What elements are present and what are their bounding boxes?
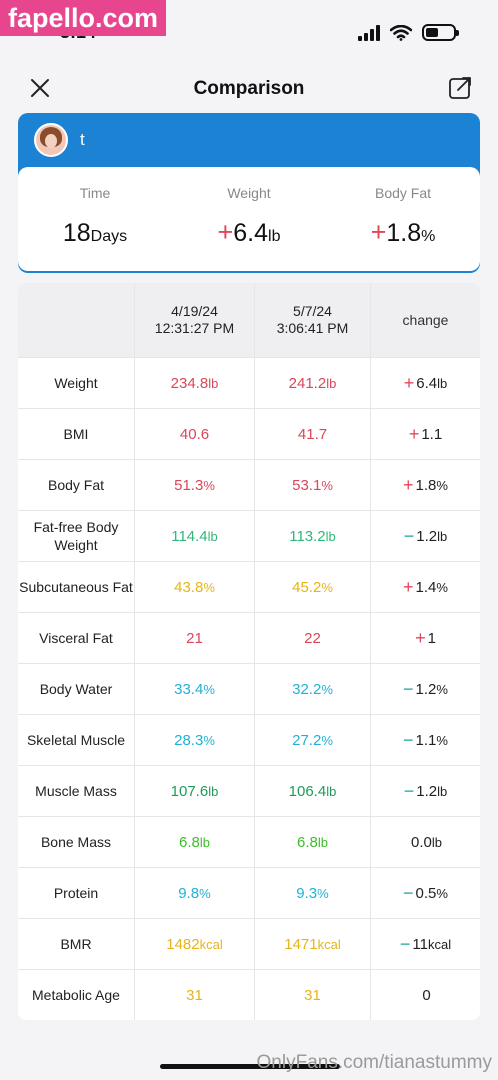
value-1: 1482 kcal [134, 919, 254, 969]
change-value: −1.2% [370, 664, 480, 714]
value-2: 27.2% [254, 715, 370, 765]
change-value: 0.0 lb [370, 817, 480, 867]
metric-label: Body Water [39, 681, 113, 697]
change-value: +6.4 lb [370, 358, 480, 408]
summary-value: +1.8% [370, 217, 436, 247]
table-row: Muscle Mass 107.6 lb 106.4 lb −1.2 lb [18, 765, 480, 816]
summary-label: Time [79, 185, 111, 201]
header-blank [18, 283, 134, 357]
share-icon[interactable] [448, 74, 474, 100]
value-2: 32.2% [254, 664, 370, 714]
value-2: 113.2 lb [254, 511, 370, 561]
page-title: Comparison [193, 78, 305, 99]
watermark-top: fapello.com [0, 0, 167, 36]
change-value: +1.1 [370, 409, 480, 459]
value-2: 45.2% [254, 562, 370, 612]
summary-time: Time 18Days [18, 167, 172, 271]
wifi-icon [390, 24, 412, 41]
table-row: BMR 1482 kcal 1471 kcal −11 kcal [18, 918, 480, 969]
value-2: 53.1% [254, 460, 370, 510]
value-1: 33.4% [134, 664, 254, 714]
value-1: 9.8% [134, 868, 254, 918]
value-1: 6.8 lb [134, 817, 254, 867]
header-date-1: 4/19/24 12:31:27 PM [134, 283, 254, 357]
value-2: 22 [254, 613, 370, 663]
change-value: −0.5% [370, 868, 480, 918]
table-row: Skeletal Muscle 28.3% 27.2% −1.1% [18, 714, 480, 765]
metric-label: Body Fat [47, 477, 105, 493]
table-header: 4/19/24 12:31:27 PM 5/7/24 3:06:41 PM chan… [18, 283, 480, 357]
change-value: −11 kcal [370, 919, 480, 969]
cellular-signal-icon [358, 24, 380, 41]
metric-label: Protein [53, 885, 99, 901]
table-row: Weight 234.8 lb 241.2 lb +6.4 lb [18, 357, 480, 408]
value-1: 21 [134, 613, 254, 663]
value-1: 40.6 [134, 409, 254, 459]
change-value: +1.4% [370, 562, 480, 612]
change-value: 0 [370, 970, 480, 1020]
value-2: 9.3% [254, 868, 370, 918]
metric-label: Bone Mass [40, 834, 112, 850]
nav-bar: Comparison [0, 68, 498, 110]
table-row: Protein 9.8% 9.3% −0.5% [18, 867, 480, 918]
table-row: Fat-free Body Weight 114.4 lb 113.2 lb −1.2 lb [18, 510, 480, 561]
table-row: Visceral Fat 21 22 +1 [18, 612, 480, 663]
metric-label: Subcutaneous Fat [19, 579, 133, 595]
user-name: t [80, 130, 85, 149]
change-value: +1.8% [370, 460, 480, 510]
change-value: −1.2 lb [370, 766, 480, 816]
summary-weight: Weight +6.4lb [172, 167, 326, 271]
metric-label: Muscle Mass [35, 783, 117, 799]
status-icons [358, 24, 459, 41]
value-2: 1471 kcal [254, 919, 370, 969]
value-2: 106.4 lb [254, 766, 370, 816]
change-value: +1 [370, 613, 480, 663]
summary-label: Weight [227, 185, 271, 201]
comparison-table: 4/19/24 12:31:27 PM 5/7/24 3:06:41 PM chan… [18, 283, 480, 1020]
value-1: 107.6 lb [134, 766, 254, 816]
value-1: 28.3% [134, 715, 254, 765]
user-row[interactable]: t [18, 113, 480, 167]
value-2: 41.7 [254, 409, 370, 459]
change-value: −1.2 lb [370, 511, 480, 561]
user-card: t Time 18Days Weight +6.4lb Body Fat +1.… [18, 113, 480, 273]
close-icon[interactable] [28, 76, 52, 100]
avatar [34, 123, 68, 157]
table-row: Body Water 33.4% 32.2% −1.2% [18, 663, 480, 714]
table-row: Body Fat 51.3% 53.1% +1.8% [18, 459, 480, 510]
table-body: Weight 234.8 lb 241.2 lb +6.4 lb BMI 40.6 41.7 +1.… [18, 357, 480, 1020]
summary-value: +6.4lb [217, 217, 281, 247]
metric-label: Fat-free Body Weight [33, 519, 119, 553]
summary-label: Body Fat [374, 185, 432, 201]
table-row: Metabolic Age 31 31 0 [18, 969, 480, 1020]
header-date-2: 5/7/24 3:06:41 PM [254, 283, 370, 357]
home-indicator[interactable] [160, 1064, 340, 1069]
watermark-bottom: OnlyFans.com/tianastummy [256, 1052, 492, 1073]
value-1: 31 [134, 970, 254, 1020]
metric-label: Visceral Fat [39, 630, 113, 646]
value-1: 51.3% [134, 460, 254, 510]
table-row: Subcutaneous Fat 43.8% 45.2% +1.4% [18, 561, 480, 612]
value-1: 234.8 lb [134, 358, 254, 408]
value-2: 6.8 lb [254, 817, 370, 867]
metric-label: Metabolic Age [32, 987, 120, 1003]
value-2: 31 [254, 970, 370, 1020]
metric-label: Skeletal Muscle [26, 732, 126, 748]
table-row: Bone Mass 6.8 lb 6.8 lb 0.0 lb [18, 816, 480, 867]
value-1: 43.8% [134, 562, 254, 612]
metric-label: BMI [63, 426, 89, 442]
change-value: −1.1% [370, 715, 480, 765]
summary-panel: Time 18Days Weight +6.4lb Body Fat +1.8% [18, 167, 480, 271]
metric-label: BMR [60, 936, 92, 952]
value-2: 241.2 lb [254, 358, 370, 408]
value-1: 114.4 lb [134, 511, 254, 561]
metric-label: Weight [54, 375, 98, 391]
table-row: BMI 40.6 41.7 +1.1 [18, 408, 480, 459]
battery-icon [422, 24, 459, 41]
header-change: change [370, 283, 480, 357]
summary-body-fat: Body Fat +1.8% [326, 167, 480, 271]
summary-value: 18Days [62, 219, 128, 247]
